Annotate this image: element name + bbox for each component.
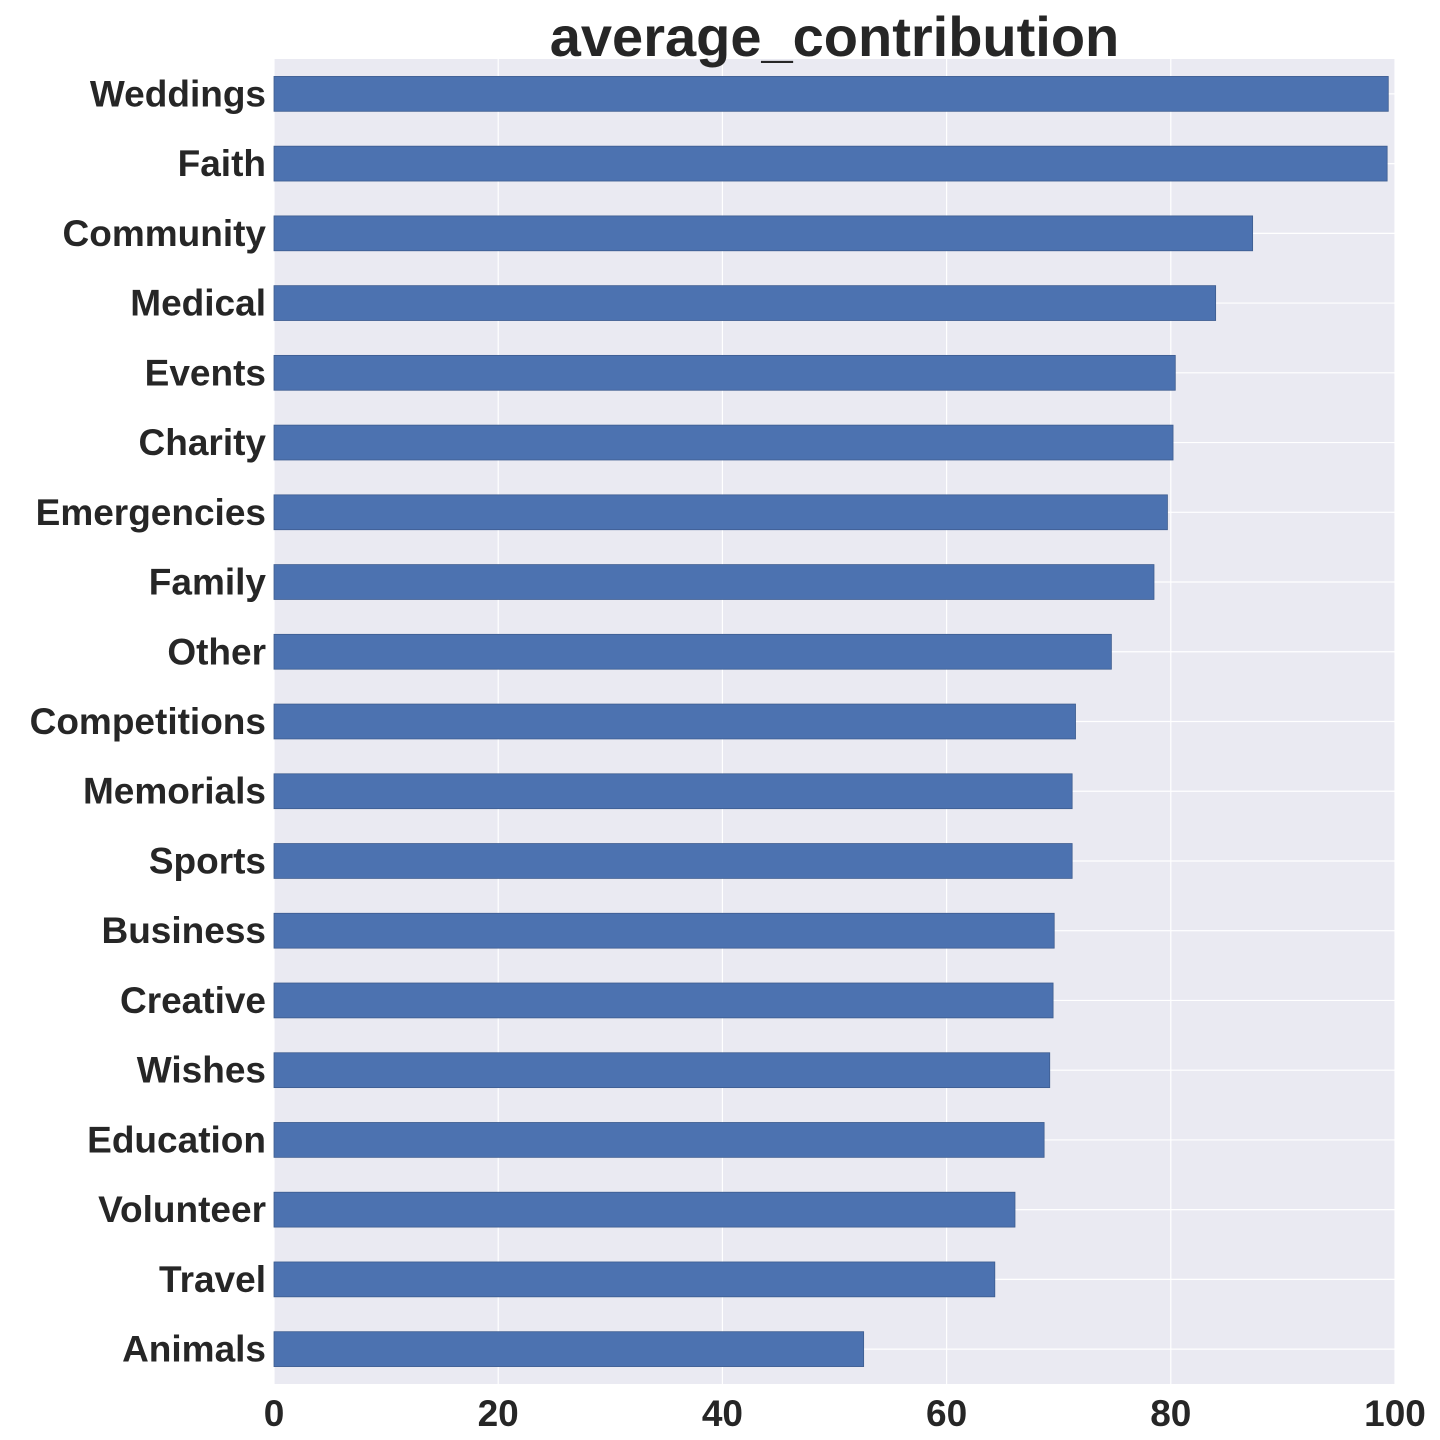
bar-business [273, 912, 1055, 949]
y-tick-label: Creative [120, 980, 266, 1021]
bar-sports [273, 843, 1073, 879]
chart-title: average_contribution [550, 5, 1119, 68]
x-tick-label: 40 [702, 1393, 743, 1434]
y-tick-label: Volunteer [98, 1189, 266, 1230]
y-tick-label: Events [145, 352, 266, 393]
y-tick-label: Weddings [90, 73, 266, 114]
bar-education [273, 1122, 1045, 1158]
bar-faith [273, 145, 1388, 182]
y-tick-label: Education [87, 1119, 266, 1160]
bar-weddings [273, 76, 1389, 112]
x-tick-label: 60 [926, 1393, 967, 1434]
y-tick-labels: Weddings Faith Community Medical Events Chari… [30, 73, 267, 1369]
x-tick-label: 100 [1364, 1393, 1426, 1434]
y-tick-label: Charity [139, 422, 267, 463]
x-tick-label: 80 [1150, 1393, 1191, 1434]
y-tick-label: Other [167, 631, 266, 672]
bar-wishes [273, 1052, 1051, 1089]
bar-travel [273, 1261, 996, 1298]
bars [273, 76, 1389, 1367]
bar-events [273, 354, 1176, 391]
bar-creative [273, 982, 1054, 1019]
y-tick-label: Emergencies [36, 492, 266, 533]
y-tick-label: Family [149, 562, 267, 603]
y-tick-label: Memorials [83, 771, 266, 812]
y-tick-label: Community [63, 213, 267, 254]
bar-volunteer [273, 1191, 1016, 1228]
y-tick-label: Business [101, 910, 266, 951]
y-tick-label: Competitions [30, 701, 266, 742]
x-tick-label: 0 [264, 1393, 285, 1434]
y-tick-label: Sports [149, 840, 266, 881]
bar-competitions [273, 703, 1076, 740]
bar-other [273, 633, 1112, 670]
y-tick-label: Animals [122, 1329, 266, 1370]
y-tick-label: Medical [130, 283, 266, 324]
bar-medical [273, 285, 1217, 321]
bar-family [273, 564, 1155, 600]
bar-community [273, 215, 1254, 252]
x-tick-labels: 0 20 40 60 80 100 [264, 1393, 1426, 1434]
bar-memorials [273, 773, 1073, 810]
bar-animals [273, 1331, 865, 1367]
bar-charity [273, 424, 1174, 461]
y-tick-label: Wishes [137, 1050, 266, 1091]
y-tick-label: Travel [159, 1259, 266, 1300]
x-tick-label: 20 [478, 1393, 519, 1434]
y-tick-label: Faith [178, 143, 266, 184]
bar-emergencies [273, 494, 1168, 531]
